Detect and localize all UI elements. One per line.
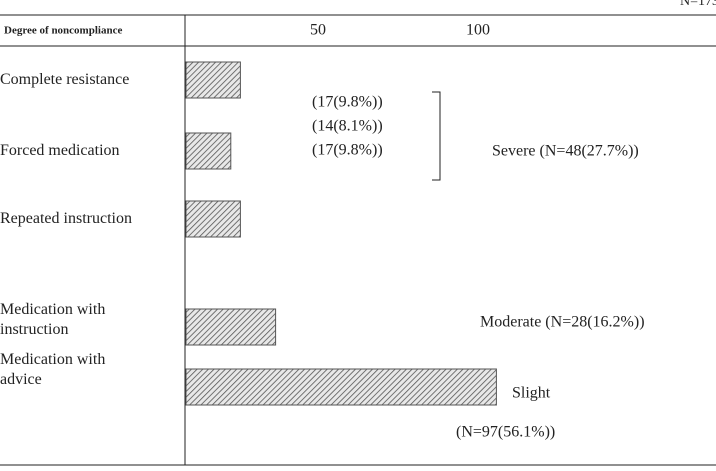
- category-label: Medication with advice: [0, 351, 106, 388]
- value-label: (14(8.1%)): [312, 118, 383, 135]
- annotation: Severe (N=48(27.7%)): [492, 143, 639, 160]
- annotation: Slight: [512, 385, 551, 402]
- header: Degree of noncompliance: [4, 25, 122, 37]
- annotation: Moderate (N=28(16.2%)): [480, 314, 645, 331]
- bracket: [432, 91, 441, 181]
- category-label: Repeated instruction: [0, 210, 132, 227]
- category-label: Forced medication: [0, 142, 120, 159]
- bar: [185, 132, 232, 170]
- value-label: (17(9.8%)): [312, 94, 383, 111]
- bar: [185, 308, 277, 346]
- bar: [185, 200, 241, 238]
- annotation: (N=97(56.1%)): [456, 424, 555, 441]
- note: N=173: [680, 0, 716, 9]
- x-tick-label: 100: [466, 22, 490, 39]
- bar: [185, 368, 497, 406]
- category-label: Medication with instruction: [0, 301, 106, 338]
- x-tick-label: 50: [310, 22, 326, 39]
- bar: [185, 61, 241, 99]
- category-label: Complete resistance: [0, 71, 130, 88]
- value-label: (17(9.8%)): [312, 142, 383, 159]
